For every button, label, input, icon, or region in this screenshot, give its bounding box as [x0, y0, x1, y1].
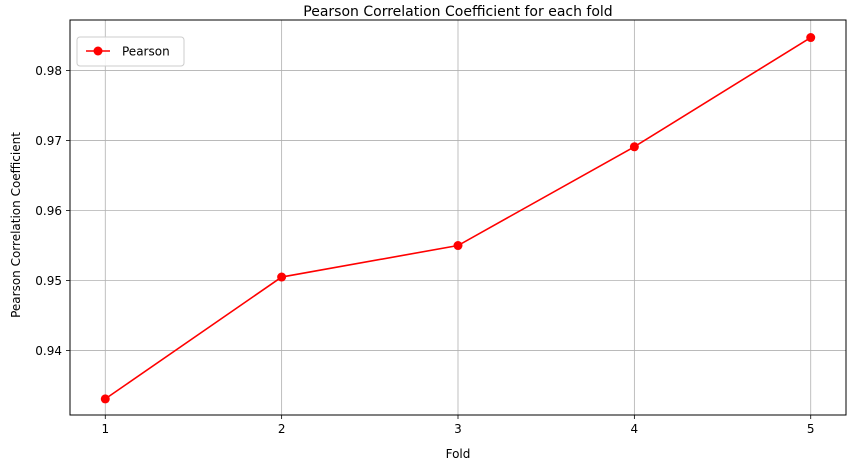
grid-lines	[70, 20, 846, 415]
series-layer	[100, 33, 816, 404]
x-tick-label: 4	[631, 422, 639, 436]
legend: Pearson	[76, 36, 185, 67]
x-axis-label: Fold	[446, 447, 471, 461]
data-point-fold-1	[100, 394, 110, 404]
y-tick-label: 0.97	[35, 134, 62, 148]
y-axis-ticks: 0.94 0.95 0.96 0.97 0.98	[35, 64, 70, 358]
x-axis-ticks: 1 2 3 4 5	[101, 415, 815, 436]
x-tick-label: 5	[807, 422, 815, 436]
y-axis-label: Pearson Correlation Coefficient	[9, 132, 23, 318]
y-tick-label: 0.98	[35, 64, 62, 78]
y-tick-label: 0.94	[35, 344, 62, 358]
x-tick-label: 1	[101, 422, 109, 436]
x-tick-label: 3	[454, 422, 462, 436]
data-point-fold-5	[806, 33, 816, 43]
y-tick-label: 0.95	[35, 274, 62, 288]
data-point-fold-3	[453, 241, 463, 251]
y-tick-label: 0.96	[35, 204, 62, 218]
legend-box	[76, 36, 185, 67]
data-point-fold-2	[277, 272, 287, 282]
data-point-fold-4	[629, 142, 639, 152]
chart-title: Pearson Correlation Coefficient for each…	[303, 4, 612, 20]
x-tick-label: 2	[278, 422, 286, 436]
legend-label-pearson: Pearson	[122, 45, 170, 59]
legend-marker-swatch	[93, 46, 103, 56]
